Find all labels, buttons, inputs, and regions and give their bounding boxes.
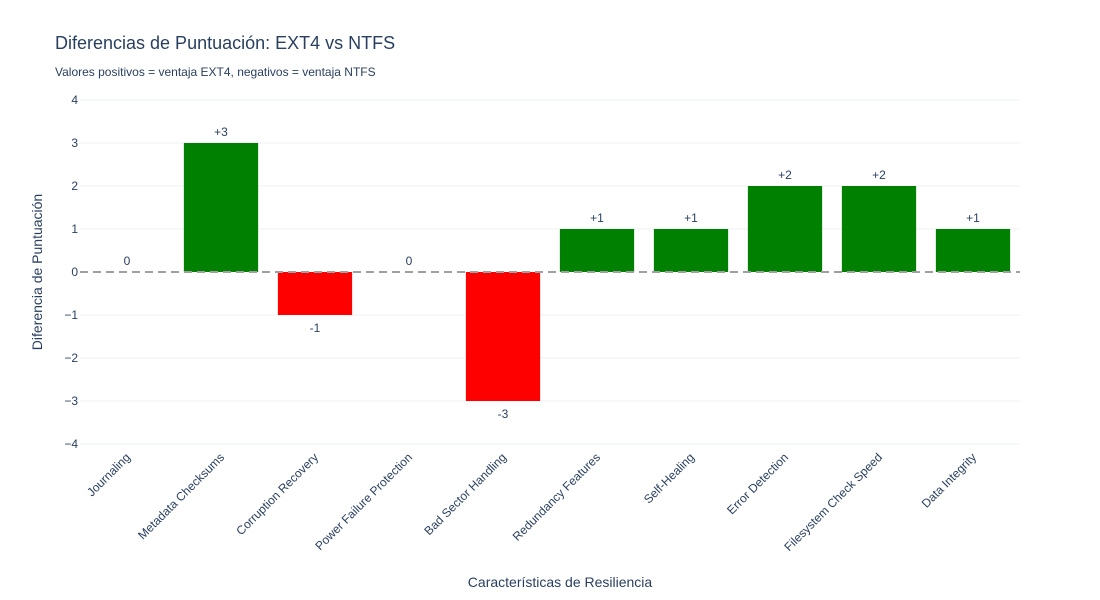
x-tick-label: Filesystem Check Speed (781, 450, 885, 554)
bar-data-label: -3 (498, 407, 509, 421)
bar (277, 272, 353, 315)
bar (183, 143, 259, 272)
bar (747, 186, 823, 272)
bar-data-label: 0 (124, 254, 131, 268)
y-tick-label: 0 (71, 265, 78, 279)
x-tick-label: Metadata Checksums (135, 450, 227, 542)
chart-subtitle: Valores positivos = ventaja EXT4, negati… (55, 65, 376, 79)
bar (935, 229, 1011, 272)
y-tick-label: 2 (71, 179, 78, 193)
y-tick-label: 1 (71, 222, 78, 236)
x-axis-title: Características de Resiliencia (468, 574, 653, 590)
bar-data-label: +2 (872, 168, 886, 182)
bar-data-label: +1 (966, 211, 980, 225)
bar-data-label: +3 (214, 125, 228, 139)
bar-data-label: -1 (310, 321, 321, 335)
x-tick-label: Corruption Recovery (233, 450, 321, 538)
bar-data-label: 0 (406, 254, 413, 268)
x-tick-label: Bad Sector Handling (421, 450, 509, 538)
bar-data-label: +2 (778, 168, 792, 182)
x-tick-label: Power Failure Protection (312, 450, 415, 553)
y-tick-label: 3 (71, 136, 78, 150)
y-tick-label: −3 (64, 394, 78, 408)
y-tick-label: −2 (64, 351, 78, 365)
y-tick-label: 4 (71, 93, 78, 107)
chart-title: Diferencias de Puntuación: EXT4 vs NTFS (55, 33, 396, 53)
bar (559, 229, 635, 272)
x-tick-label: Self-Healing (641, 450, 697, 506)
bar-data-label: +1 (684, 211, 698, 225)
bar-data-label: +1 (590, 211, 604, 225)
bar (465, 272, 541, 401)
y-tick-label: −1 (64, 308, 78, 322)
bar (841, 186, 917, 272)
x-tick-label: Redundancy Features (510, 450, 603, 543)
bar (653, 229, 729, 272)
x-tick-label: Data Integrity (919, 450, 979, 510)
y-tick-label: −4 (64, 437, 78, 451)
y-axis-title: Diferencia de Puntuación (29, 194, 45, 350)
x-tick-label: Journaling (84, 450, 133, 499)
x-tick-label: Error Detection (724, 450, 791, 517)
